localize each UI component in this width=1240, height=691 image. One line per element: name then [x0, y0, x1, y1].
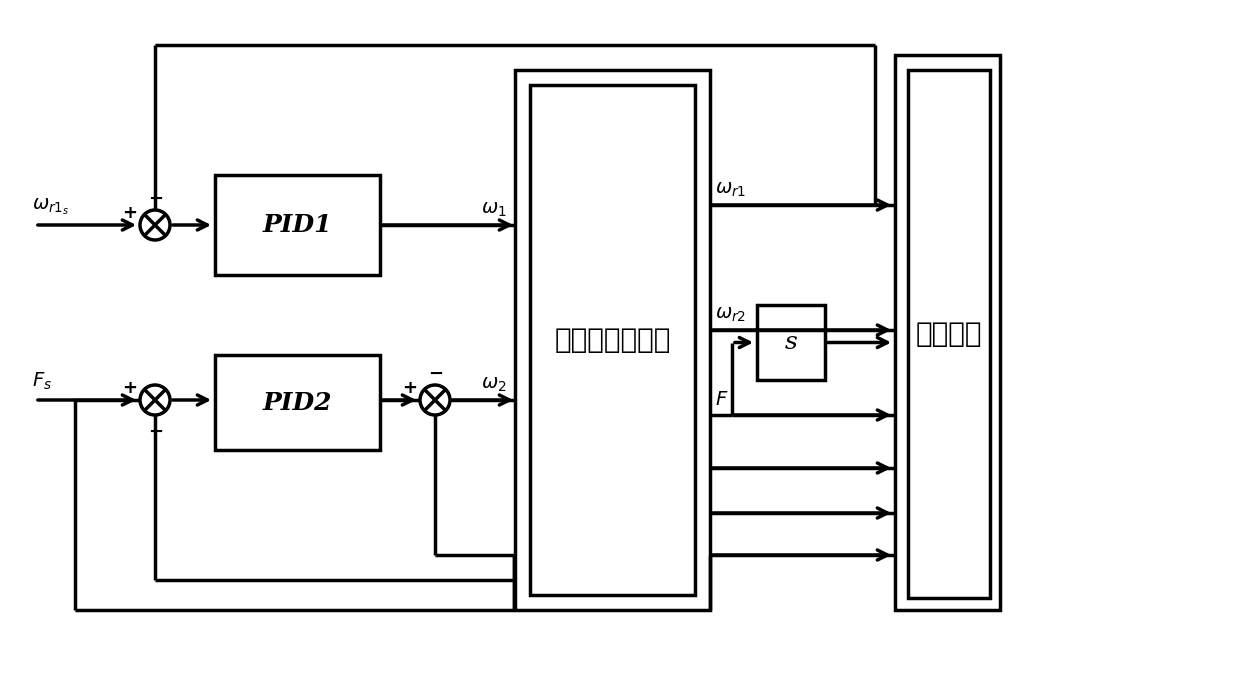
Text: $\omega_{r1_s}$: $\omega_{r1_s}$ — [32, 196, 69, 217]
Text: PID2: PID2 — [263, 390, 332, 415]
Text: +: + — [122, 204, 136, 222]
Text: $\omega_2$: $\omega_2$ — [481, 376, 507, 394]
Circle shape — [420, 385, 450, 415]
Text: −: − — [149, 423, 164, 441]
Text: s: s — [785, 331, 797, 354]
Circle shape — [140, 385, 170, 415]
Text: 两电机调速系统: 两电机调速系统 — [554, 326, 671, 354]
Text: $\omega_{r2}$: $\omega_{r2}$ — [715, 305, 746, 324]
Text: +: + — [122, 379, 136, 397]
Text: $F_s$: $F_s$ — [32, 370, 52, 392]
Text: +: + — [402, 379, 417, 397]
Bar — [756, 305, 825, 380]
Bar — [908, 70, 990, 598]
Bar — [215, 355, 379, 450]
Text: PID1: PID1 — [263, 213, 332, 237]
Bar — [529, 85, 694, 595]
Text: −: − — [429, 365, 444, 383]
Bar — [215, 175, 379, 275]
Bar — [895, 55, 999, 610]
Circle shape — [140, 210, 170, 240]
Text: $F$: $F$ — [715, 391, 728, 409]
Text: −: − — [149, 190, 164, 208]
Text: $\omega_1$: $\omega_1$ — [481, 200, 507, 219]
Text: 采样数据: 采样数据 — [916, 320, 982, 348]
Text: $\omega_{r1}$: $\omega_{r1}$ — [715, 181, 746, 199]
Bar — [515, 70, 711, 610]
